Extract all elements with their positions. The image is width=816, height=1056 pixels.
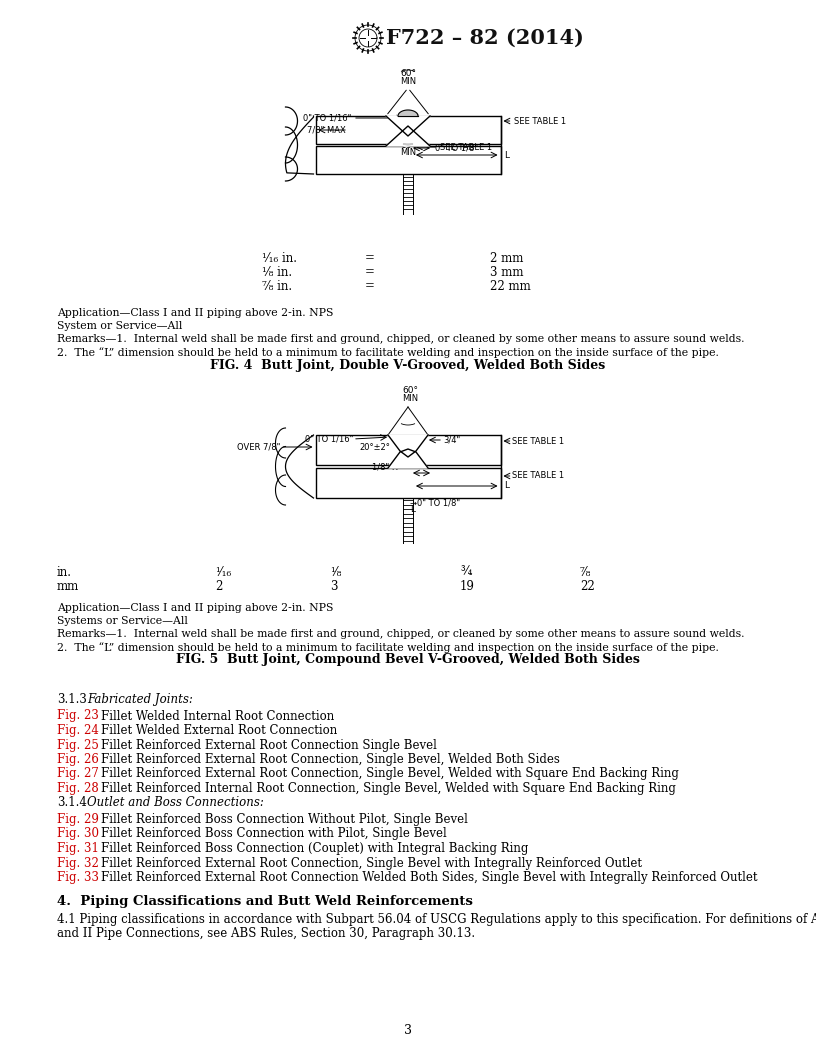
Text: 19: 19 — [460, 580, 475, 592]
Text: Fillet Reinforced Boss Connection Without Pilot, Single Bevel: Fillet Reinforced Boss Connection Withou… — [101, 813, 468, 826]
Text: ¾: ¾ — [460, 566, 472, 579]
Text: in.: in. — [57, 566, 72, 579]
Text: 3.1.3: 3.1.3 — [57, 693, 86, 706]
Text: L: L — [410, 506, 415, 514]
Text: 2 mm: 2 mm — [490, 251, 523, 264]
Text: Fillet Reinforced External Root Connection Welded Both Sides, Single Bevel with : Fillet Reinforced External Root Connecti… — [101, 871, 757, 884]
Text: Fig. 32: Fig. 32 — [57, 856, 99, 869]
Bar — [316, 468, 500, 498]
Text: ¹⁄₁₆: ¹⁄₁₆ — [215, 566, 231, 579]
Text: Fig. 26: Fig. 26 — [57, 753, 99, 766]
Text: OVER 7/8": OVER 7/8" — [237, 442, 281, 452]
Text: 2: 2 — [215, 580, 223, 592]
Text: ¹⁄₈: ¹⁄₈ — [330, 566, 341, 579]
Text: SEE TABLE 1: SEE TABLE 1 — [512, 436, 565, 446]
Text: 3: 3 — [404, 1023, 412, 1037]
Text: Fillet Reinforced Boss Connection (Couplet) with Integral Backing Ring: Fillet Reinforced Boss Connection (Coupl… — [101, 842, 529, 855]
Text: Fillet Reinforced Internal Root Connection, Single Bevel, Welded with Square End: Fillet Reinforced Internal Root Connecti… — [101, 782, 676, 795]
Text: →0" TO 1/8": →0" TO 1/8" — [410, 498, 460, 508]
Text: Fig. 31: Fig. 31 — [57, 842, 99, 855]
Text: Fig. 28: Fig. 28 — [57, 782, 99, 795]
Text: Fig. 24: Fig. 24 — [57, 724, 99, 737]
Text: Fig. 29: Fig. 29 — [57, 813, 99, 826]
Text: F722 – 82 (2014): F722 – 82 (2014) — [386, 29, 584, 48]
Text: L: L — [504, 151, 509, 159]
Text: L: L — [504, 482, 509, 490]
Text: SEE TABLE 1: SEE TABLE 1 — [515, 116, 566, 126]
Text: 3: 3 — [330, 580, 338, 592]
Text: and II Pipe Connections, see ABS Rules, Section 30, Paragraph 30.13.: and II Pipe Connections, see ABS Rules, … — [57, 926, 475, 940]
Bar — [316, 435, 500, 465]
Text: =: = — [365, 265, 375, 279]
Text: Fig. 23: Fig. 23 — [57, 710, 99, 722]
Text: Fabricated Joints:: Fabricated Joints: — [87, 693, 193, 706]
Text: Systems or Service—All: Systems or Service—All — [57, 616, 188, 626]
Polygon shape — [388, 435, 428, 457]
Text: 3.1.4: 3.1.4 — [57, 796, 86, 810]
Text: 0" TO 1/16": 0" TO 1/16" — [304, 434, 353, 444]
Text: 60°: 60° — [400, 142, 416, 150]
Text: Application—Class I and II piping above 2-in. NPS: Application—Class I and II piping above … — [57, 603, 334, 612]
Text: 3 mm: 3 mm — [490, 265, 524, 279]
Polygon shape — [386, 116, 430, 136]
Text: Fillet Welded Internal Root Connection: Fillet Welded Internal Root Connection — [101, 710, 335, 722]
Text: Fillet Reinforced External Root Connection, Single Bevel, Welded Both Sides: Fillet Reinforced External Root Connecti… — [101, 753, 560, 766]
Text: SEE TABLE 1: SEE TABLE 1 — [440, 143, 492, 151]
Text: Fillet Reinforced External Root Connection, Single Bevel with Integrally Reinfor: Fillet Reinforced External Root Connecti… — [101, 856, 642, 869]
Text: Fig. 27: Fig. 27 — [57, 768, 99, 780]
Text: ⁷⁄₈: ⁷⁄₈ — [580, 566, 592, 579]
Text: 22: 22 — [580, 580, 595, 592]
Text: 60°: 60° — [402, 386, 418, 395]
Text: Outlet and Boss Connections:: Outlet and Boss Connections: — [87, 796, 264, 810]
Polygon shape — [386, 126, 430, 146]
Text: FIG. 4  Butt Joint, Double V-Grooved, Welded Both Sides: FIG. 4 Butt Joint, Double V-Grooved, Wel… — [211, 358, 605, 372]
Text: 7/8" MAX: 7/8" MAX — [308, 126, 346, 134]
Text: Fillet Reinforced External Root Connection Single Bevel: Fillet Reinforced External Root Connecti… — [101, 738, 437, 752]
Text: 3/4": 3/4" — [443, 435, 460, 445]
Text: Fig. 30: Fig. 30 — [57, 828, 99, 841]
Bar — [316, 146, 500, 174]
Text: Fillet Reinforced Boss Connection with Pilot, Single Bevel: Fillet Reinforced Boss Connection with P… — [101, 828, 446, 841]
Bar — [316, 116, 500, 144]
Text: 4.  Piping Classifications and Butt Weld Reinforcements: 4. Piping Classifications and Butt Weld … — [57, 895, 473, 908]
Text: Fig. 25: Fig. 25 — [57, 738, 99, 752]
Text: Fillet Welded External Root Connection: Fillet Welded External Root Connection — [101, 724, 337, 737]
Text: ⁷⁄₈ in.: ⁷⁄₈ in. — [262, 280, 292, 293]
Text: =: = — [365, 280, 375, 293]
Text: 2.  The “L” dimension should be held to a minimum to facilitate welding and insp: 2. The “L” dimension should be held to a… — [57, 347, 719, 358]
Text: 4.1 Piping classifications in accordance with Subpart 56.04 of USCG Regulations : 4.1 Piping classifications in accordance… — [57, 913, 816, 926]
Text: 1/8" R: 1/8" R — [372, 463, 398, 471]
Polygon shape — [388, 449, 428, 468]
Text: mm: mm — [57, 580, 79, 592]
Text: MIN: MIN — [402, 394, 418, 403]
Text: 20°±2°: 20°±2° — [359, 442, 390, 452]
Text: Application—Class I and II piping above 2-in. NPS: Application—Class I and II piping above … — [57, 308, 334, 318]
Text: Fig. 33: Fig. 33 — [57, 871, 99, 884]
Text: 0" TO 1/16": 0" TO 1/16" — [303, 113, 351, 122]
Text: SEE TABLE 1: SEE TABLE 1 — [512, 471, 565, 480]
Text: =: = — [365, 251, 375, 264]
Text: ¹⁄₁₆ in.: ¹⁄₁₆ in. — [262, 251, 297, 264]
Text: 0" TO 1/8": 0" TO 1/8" — [435, 144, 478, 152]
Text: System or Service—All: System or Service—All — [57, 321, 182, 331]
Text: Remarks—1.  Internal weld shall be made first and ground, chipped, or cleaned by: Remarks—1. Internal weld shall be made f… — [57, 629, 744, 639]
Text: 60°: 60° — [400, 69, 416, 78]
Text: 2.  The “L” dimension should be held to a minimum to facilitate welding and insp: 2. The “L” dimension should be held to a… — [57, 642, 719, 653]
Polygon shape — [404, 144, 412, 146]
Text: FIG. 5  Butt Joint, Compound Bevel V-Grooved, Welded Both Sides: FIG. 5 Butt Joint, Compound Bevel V-Groo… — [176, 654, 640, 666]
Text: ¹⁄₈ in.: ¹⁄₈ in. — [262, 265, 292, 279]
Text: MIN: MIN — [400, 148, 416, 157]
Text: Fillet Reinforced External Root Connection, Single Bevel, Welded with Square End: Fillet Reinforced External Root Connecti… — [101, 768, 679, 780]
Text: Remarks—1.  Internal weld shall be made first and ground, chipped, or cleaned by: Remarks—1. Internal weld shall be made f… — [57, 334, 744, 344]
Text: MIN: MIN — [400, 77, 416, 86]
Text: 22 mm: 22 mm — [490, 280, 530, 293]
